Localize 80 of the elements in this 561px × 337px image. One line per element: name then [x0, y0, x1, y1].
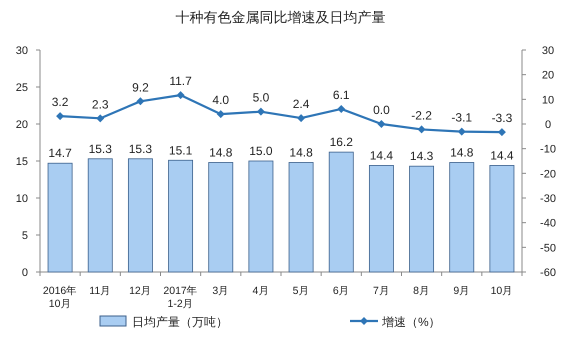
bar	[168, 160, 194, 272]
chart-title: 十种有色金属同比增速及日均产量	[176, 9, 386, 25]
bar	[409, 166, 434, 272]
data-label: 6.1	[332, 88, 350, 102]
point	[498, 128, 506, 136]
data-label: 15.1	[168, 143, 193, 158]
data-label: 15.3	[128, 142, 152, 156]
data-label: 11.7	[169, 74, 192, 88]
point	[56, 112, 64, 120]
y2-tick-label: 30	[542, 45, 554, 57]
bar	[248, 160, 274, 272]
point	[458, 128, 466, 136]
y-tick-label: 5	[22, 230, 28, 242]
bar	[449, 162, 474, 272]
data-label: 16.2	[330, 135, 354, 150]
data-label: 3.2	[52, 95, 69, 110]
data-label: 14.4	[490, 148, 514, 162]
x-tick-label: 9月	[453, 285, 470, 297]
data-label: 14.4	[370, 148, 394, 162]
y2-tick-label: 0	[544, 119, 552, 131]
point	[96, 114, 104, 122]
y2-tick-label: -50	[540, 242, 556, 254]
y-tick-label: 30	[16, 45, 28, 57]
x-tick-label: 3月	[212, 285, 230, 297]
legend-label: 日均产量（万吨）	[132, 315, 228, 329]
point	[216, 110, 225, 118]
point	[256, 108, 265, 116]
data-label: 5.0	[252, 90, 270, 105]
data-label: 4.0	[212, 93, 230, 108]
point	[377, 120, 386, 128]
x-tick-label: 12月	[129, 285, 152, 297]
point	[176, 91, 185, 100]
data-label: -2.2	[411, 108, 432, 122]
bar	[328, 152, 354, 272]
x-tick-label: 10月	[490, 285, 514, 297]
y2-tick-label: -40	[540, 218, 556, 230]
y-tick-label: 20	[16, 119, 28, 131]
y2-tick-label: 20	[542, 70, 554, 82]
data-label: 2.4	[292, 97, 310, 112]
x-tick-label: 5月	[292, 285, 310, 297]
y2-tick-label: -10	[540, 144, 556, 156]
legend-label: 增速（%）	[381, 315, 441, 329]
data-label: 14.8	[289, 145, 314, 160]
y2-tick-label: 10	[542, 94, 554, 106]
point	[136, 97, 144, 106]
data-label: 9.2	[132, 80, 150, 94]
y-tick-label: 15	[16, 156, 28, 168]
x-tick-label: 11月	[89, 285, 112, 297]
point	[418, 125, 426, 134]
bar	[288, 162, 314, 272]
data-label: 14.3	[410, 149, 434, 164]
y-tick-label: 10	[16, 193, 28, 205]
x-tick-label: 4月	[252, 285, 270, 297]
x-tick-label: 2016年 10月	[42, 285, 78, 310]
data-label: 15.3	[88, 142, 112, 156]
y2-tick-label: -20	[540, 168, 556, 180]
data-label: -3.1	[451, 110, 472, 125]
x-tick-label: 7月	[372, 285, 390, 297]
x-tick-label: 8月	[413, 285, 430, 297]
data-label: -3.3	[492, 111, 513, 126]
y2-tick-label: -60	[540, 267, 556, 279]
bar	[128, 158, 153, 272]
bar	[368, 165, 394, 272]
x-tick-label: 2017年 1-2月	[163, 285, 198, 310]
x-tick-label: 6月	[332, 285, 350, 297]
data-label: 0.0	[373, 103, 390, 117]
data-label: 2.3	[92, 97, 109, 112]
bar	[88, 158, 113, 272]
y-tick-label: 25	[16, 82, 28, 94]
bar	[48, 162, 73, 272]
y-tick-label: 0	[22, 267, 28, 279]
point	[297, 114, 306, 122]
point	[337, 104, 346, 113]
bar	[489, 165, 514, 272]
data-label: 14.7	[48, 146, 72, 160]
y2-tick-label: -30	[540, 193, 556, 205]
data-label: 15.0	[249, 144, 273, 158]
data-label: 14.8	[450, 145, 474, 160]
bar	[208, 162, 234, 272]
data-label: 14.8	[209, 145, 233, 160]
